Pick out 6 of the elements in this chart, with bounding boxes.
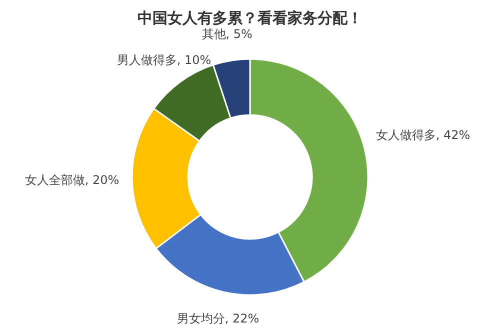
chart-title: 中国女人有多累？看看家务分配！ [138,9,362,27]
slice-label: 其他, 5% [202,26,252,41]
slice-label: 男人做得多, 10% [116,53,212,68]
slice-label: 女人做得多, 42% [376,128,470,142]
slice-label: 女人全部做, 20% [24,172,120,187]
slice-label: 男女均分, 22% [176,311,260,326]
